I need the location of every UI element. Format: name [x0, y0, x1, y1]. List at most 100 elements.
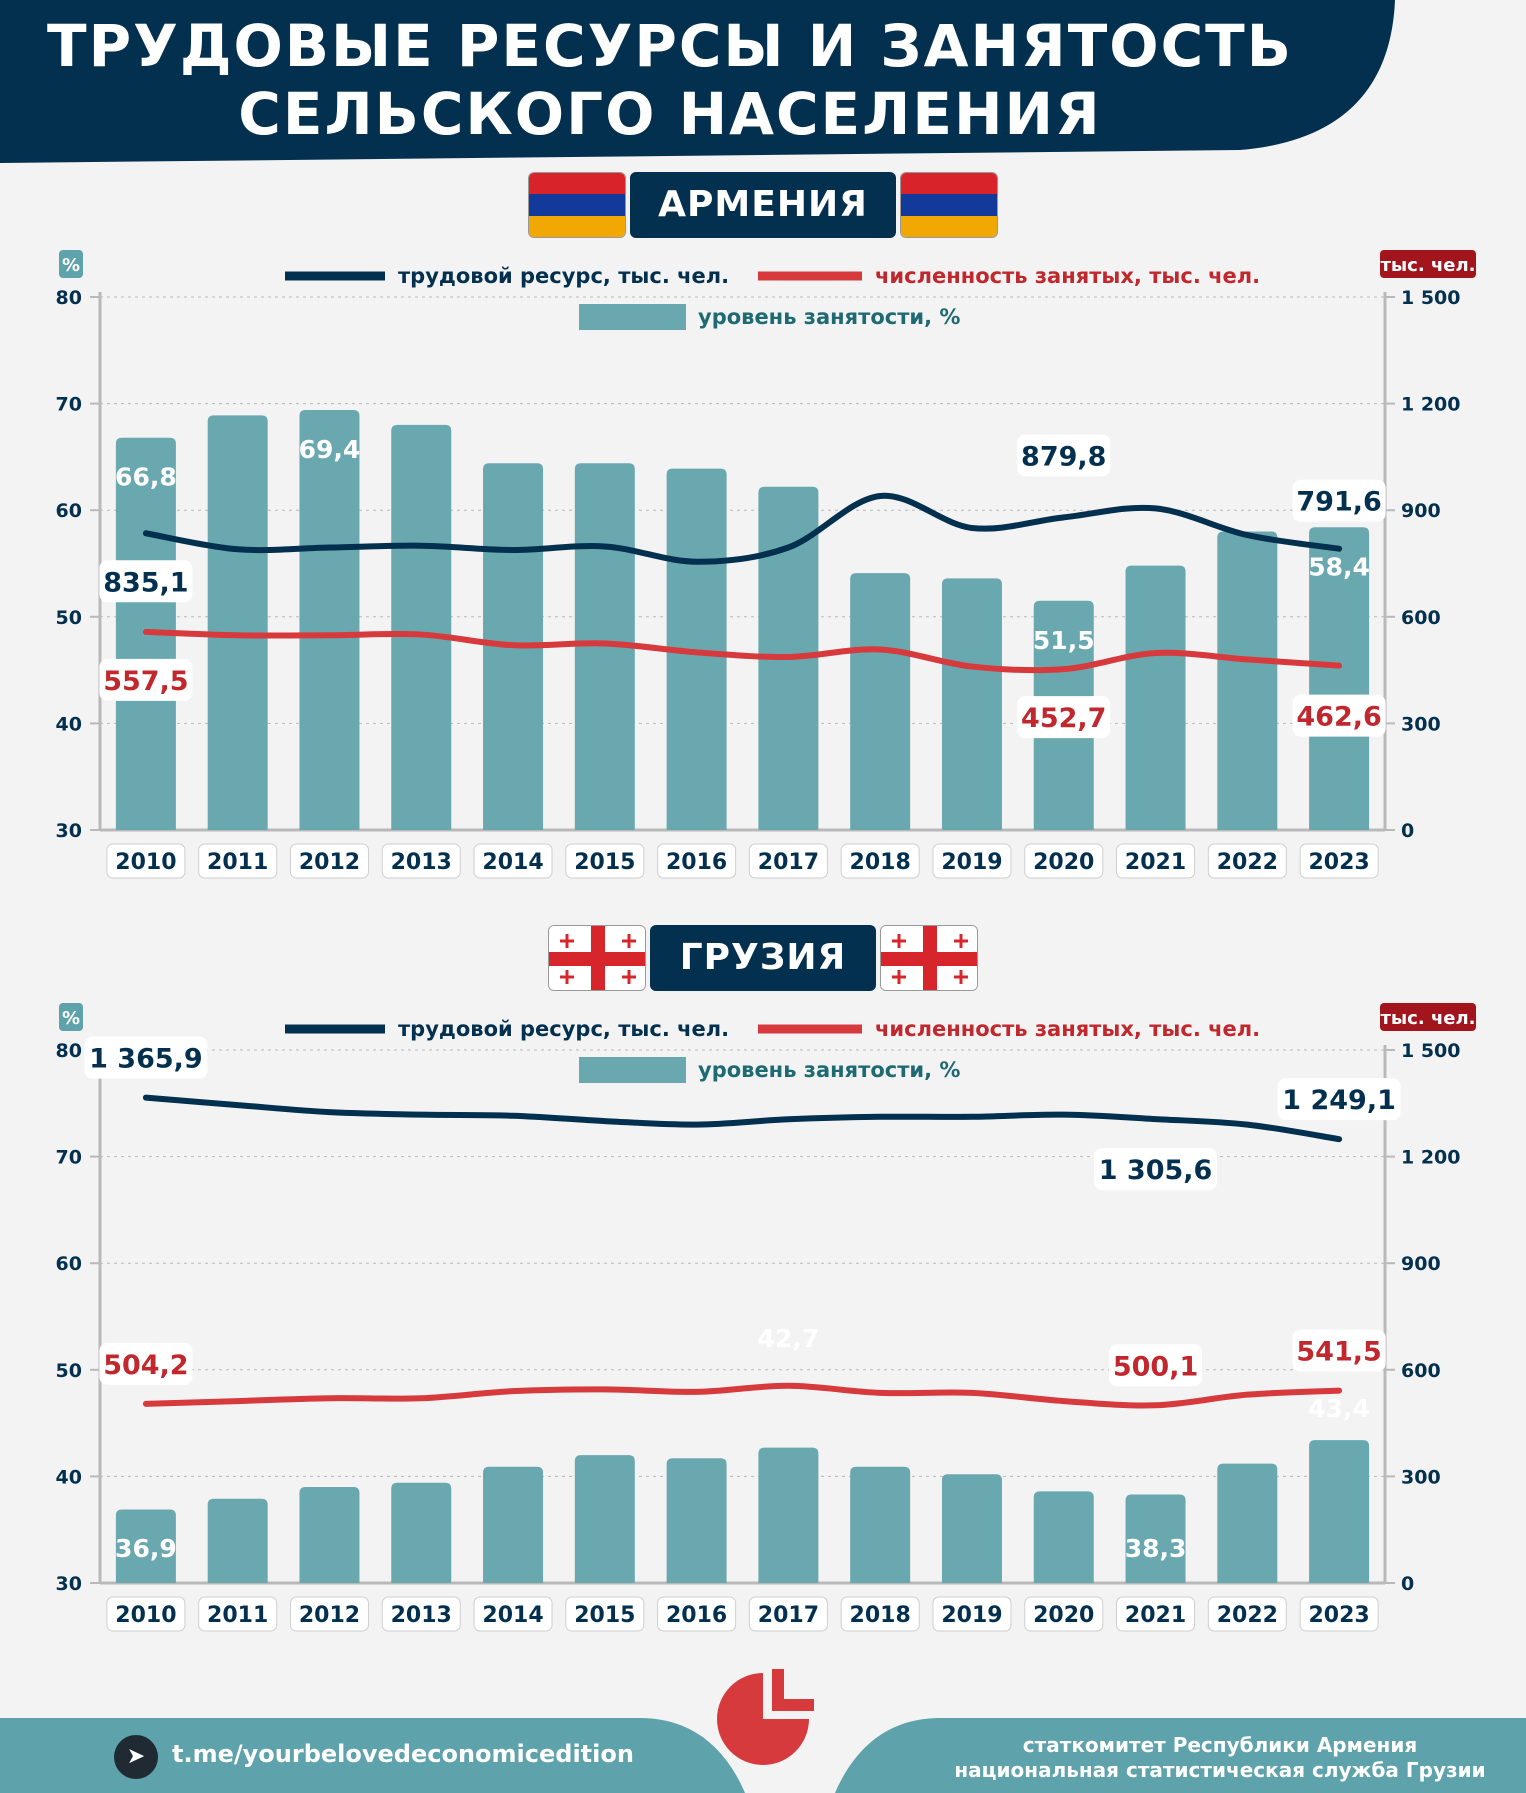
right-axis-unit-badge: [1380, 1003, 1476, 1031]
section-title-armenia: АРМЕНИЯ: [630, 172, 896, 238]
employed-data-label: 504,2: [103, 1350, 188, 1381]
georgia-chart: 30 40 50 60 70 80 0 300 600 900 1 200 1 500% тыс. че…: [56, 1003, 1476, 1632]
legend-label-rate: уровень занятости, %: [698, 305, 960, 329]
line-label-box: [1017, 696, 1111, 739]
bar-data-label: 42,7: [758, 1324, 820, 1353]
line-label-box: [84, 1036, 208, 1079]
bar-data-label: 66,8: [115, 463, 177, 492]
left-axis-unit: %: [62, 1008, 80, 1029]
legend-label-labor: трудовой ресурс, тыс. чел.: [398, 1017, 729, 1041]
year-label-box: [1207, 843, 1287, 879]
labor-data-label: 879,8: [1021, 441, 1106, 472]
bar: [299, 409, 360, 830]
year-label-box: [473, 843, 553, 879]
year-label-box: [657, 843, 737, 879]
bar: [207, 415, 268, 830]
line-label-box: [99, 560, 193, 603]
left-tick-label: 30: [56, 820, 82, 842]
right-tick-label: 900: [1401, 500, 1441, 522]
x-tick-label: 2022: [1217, 850, 1278, 875]
x-tick-label: 2015: [574, 850, 635, 875]
left-axis-unit-badge: [59, 250, 83, 278]
year-label-box: [840, 1596, 920, 1632]
bar-data-label: 38,3: [1125, 1534, 1187, 1563]
year-label-box: [1116, 1596, 1196, 1632]
year-label-box: [932, 843, 1012, 879]
bar: [941, 1474, 1002, 1583]
x-tick-label: 2013: [391, 850, 452, 875]
line-label-box: [99, 1342, 193, 1385]
georgia-flag-icon-right: [880, 925, 978, 991]
year-label-box: [106, 1596, 186, 1632]
labor-data-label: 791,6: [1296, 487, 1381, 518]
bar: [850, 573, 911, 830]
line-label-box: [1017, 434, 1111, 477]
line-label-box: [1292, 694, 1386, 737]
x-tick-label: 2021: [1125, 1603, 1186, 1628]
bar-data-label: 69,4: [299, 435, 361, 464]
labor-line: [142, 1094, 1343, 1143]
bar: [574, 1455, 635, 1583]
bar: [207, 1498, 268, 1583]
legend-label-rate: уровень занятости, %: [698, 1058, 960, 1082]
bar: [1217, 531, 1278, 830]
bar: [850, 1466, 911, 1583]
labor-data-label: 835,1: [103, 567, 188, 598]
year-label-box: [1207, 1596, 1287, 1632]
x-tick-label: 2019: [941, 850, 1002, 875]
x-tick-label: 2013: [391, 1603, 452, 1628]
x-tick-label: 2020: [1033, 850, 1094, 875]
x-tick-label: 2017: [758, 850, 819, 875]
bar: [1033, 1491, 1094, 1583]
left-tick-label: 60: [56, 500, 82, 522]
left-tick-label: 40: [56, 713, 82, 735]
bar-data-label: 36,9: [115, 1534, 177, 1563]
armenia-flag-icon-left: [528, 172, 626, 238]
right-tick-label: 1 200: [1401, 1147, 1461, 1169]
x-tick-label: 2015: [574, 1603, 635, 1628]
left-tick-label: 70: [56, 394, 82, 416]
x-tick-label: 2023: [1308, 850, 1369, 875]
bar-data-label: 43,4: [1308, 1394, 1370, 1423]
left-tick-label: 60: [56, 1253, 82, 1275]
employed-line: [142, 1382, 1343, 1409]
x-tick-label: 2018: [850, 850, 911, 875]
title-line-1: ТРУДОВЫЕ РЕСУРСЫ И ЗАНЯТОСТЬ: [47, 12, 1293, 80]
labor-data-label: 1 305,6: [1099, 1155, 1213, 1186]
employed-data-label: 452,7: [1021, 703, 1106, 734]
employed-data-label: 462,6: [1296, 702, 1381, 733]
left-tick-label: 50: [56, 607, 82, 629]
right-tick-label: 1 200: [1401, 394, 1461, 416]
line-label-box: [1277, 1078, 1401, 1121]
footer-background: [0, 1718, 1526, 1793]
bar: [1125, 565, 1186, 830]
x-tick-label: 2019: [941, 1603, 1002, 1628]
year-label-box: [473, 1596, 553, 1632]
year-label-box: [289, 843, 369, 879]
x-tick-label: 2016: [666, 1603, 727, 1628]
bar: [1125, 1494, 1186, 1583]
labor-data-label: 1 365,9: [89, 1044, 203, 1075]
section-title-georgia: ГРУЗИЯ: [650, 925, 876, 991]
line-label-box: [1094, 1148, 1218, 1191]
year-label-box: [565, 843, 645, 879]
employed-data-label: 500,1: [1113, 1351, 1198, 1382]
right-tick-label: 1 500: [1401, 1040, 1461, 1062]
right-tick-label: 300: [1401, 1466, 1441, 1488]
telegram-link[interactable]: t.me/yourbelovedeconomicedition: [172, 1740, 634, 1768]
header-banner: ТРУДОВЫЕ РЕСУРСЫ И ЗАНЯТОСТЬ СЕЛЬСКОГО Н…: [0, 0, 1526, 170]
x-tick-label: 2012: [299, 850, 360, 875]
year-label-box: [1024, 843, 1104, 879]
year-label-box: [748, 1596, 828, 1632]
telegram-icon[interactable]: ➤: [114, 1735, 158, 1779]
year-label-box: [198, 843, 278, 879]
data-source: статкомитет Республики Армения националь…: [940, 1733, 1500, 1783]
left-tick-label: 70: [56, 1147, 82, 1169]
bar: [115, 1509, 176, 1583]
right-tick-label: 0: [1401, 1573, 1414, 1595]
year-label-box: [1299, 843, 1379, 879]
bar: [1309, 1440, 1370, 1583]
x-tick-label: 2014: [482, 1603, 543, 1628]
employed-data-label: 541,5: [1296, 1337, 1381, 1368]
bar: [1217, 1463, 1278, 1583]
